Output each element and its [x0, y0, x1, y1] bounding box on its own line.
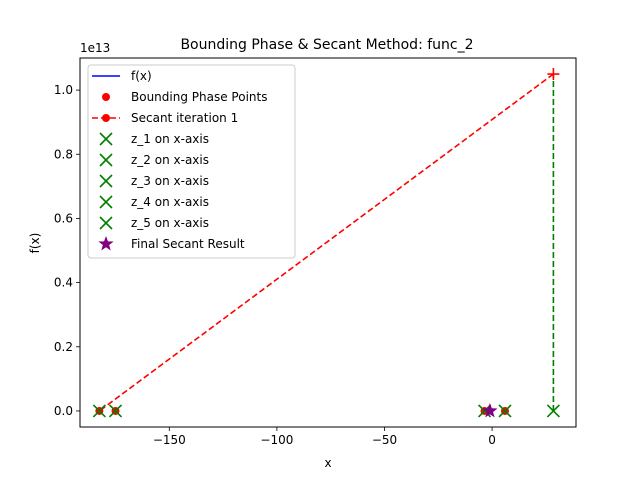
y-tick-label-6: 1.0 [54, 83, 73, 97]
z-marker-5 [546, 404, 560, 418]
legend-handle-x-stroke-b [99, 195, 113, 209]
chart-title: Bounding Phase & Secant Method: func_2 [180, 37, 473, 53]
y-tick-label-3: 0.4 [54, 276, 73, 290]
secant-line [98, 73, 554, 412]
z-marker-2 [108, 404, 123, 418]
legend-entry-4: z_1 on x-axis [99, 132, 209, 146]
legend-handle-x [99, 195, 113, 209]
legend-label-2: Bounding Phase Points [131, 90, 267, 104]
y-offset-label: 1e13 [80, 41, 110, 55]
legend-entry-1: f(x) [92, 69, 152, 83]
legend-entry-7: z_4 on x-axis [99, 195, 209, 209]
legend-handle-x-stroke-b [99, 216, 113, 230]
legend-handle-x [99, 216, 113, 230]
legend-label-6: z_3 on x-axis [131, 174, 209, 188]
y-tick-label-2: 0.2 [54, 340, 73, 354]
legend-label-3: Secant iteration 1 [131, 111, 238, 125]
x-tick-label-3: −50 [372, 433, 397, 447]
x-axis-label: x [324, 456, 331, 470]
legend-label-4: z_1 on x-axis [131, 132, 209, 146]
legend-handle-x [99, 132, 113, 146]
legend-handle-x-stroke-b [99, 153, 113, 167]
z-marker-5-stroke-b [546, 404, 560, 418]
plot-marks [92, 68, 560, 418]
legend-box [87, 64, 296, 259]
legend-handle-dot [102, 114, 110, 122]
y-tick-label-1: 0.0 [54, 404, 73, 418]
legend-label-7: z_4 on x-axis [131, 195, 209, 209]
y-tick-label-5: 0.8 [54, 147, 73, 161]
legend-label-8: z_5 on x-axis [131, 216, 209, 230]
z-marker-4 [498, 404, 512, 418]
legend-entry-6: z_3 on x-axis [99, 174, 209, 188]
legend-handle-x [99, 174, 113, 188]
z-marker-4-stroke-b [498, 404, 512, 418]
legend-entry-8: z_5 on x-axis [99, 216, 209, 230]
final-secant-star [482, 402, 498, 418]
legend-label-9: Final Secant Result [131, 237, 245, 251]
legend-entry-3: Secant iteration 1 [92, 111, 238, 125]
legend-handle-x [99, 153, 113, 167]
legend-entry-9: Final Secant Result [98, 236, 245, 251]
legend-handle-x-stroke-b [99, 174, 113, 188]
legend-handle-dot [102, 93, 110, 101]
y-axis-label: f(x) [28, 233, 42, 254]
legend-label-1: f(x) [131, 69, 152, 83]
z-marker-2-stroke-b [108, 404, 123, 418]
x-tick-label-2: −100 [260, 433, 293, 447]
legend-handle-x-stroke-b [99, 132, 113, 146]
plot-frame [79, 57, 577, 428]
legend-handle-star [98, 236, 114, 251]
y-axis-ticks: 0.0 0.2 0.4 0.6 0.8 1.0 [54, 83, 80, 418]
legend-label-5: z_2 on x-axis [131, 153, 209, 167]
secant-top-marker [547, 68, 560, 81]
legend: f(x) Bounding Phase Points Secant iteratio… [87, 64, 296, 259]
legend-entry-2: Bounding Phase Points [102, 90, 267, 104]
z-marker-1-stroke-b [92, 404, 106, 418]
x-tick-label-4: 0 [488, 433, 496, 447]
z-marker-1 [92, 404, 106, 418]
x-tick-label-1: −150 [153, 433, 186, 447]
x-axis-ticks: −150 −100 −50 0 [153, 427, 496, 447]
legend-entry-5: z_2 on x-axis [99, 153, 209, 167]
y-tick-label-4: 0.6 [54, 211, 73, 225]
